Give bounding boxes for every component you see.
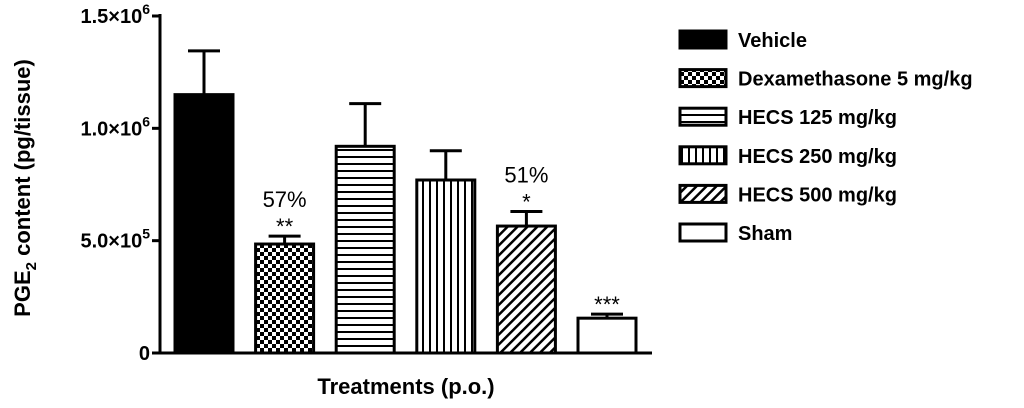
legend-swatch [678,145,728,166]
legend-swatch [678,68,728,89]
significance-marker: * [522,189,531,214]
bar-0 [173,93,235,355]
legend-label: HECS 125 mg/kg [738,107,897,129]
significance-marker: ** [276,214,294,239]
y-tick-label: 5.0×105 [80,226,150,253]
legend-label: HECS 500 mg/kg [738,184,897,206]
y-axis-title-subscript: 2 [23,262,40,270]
y-tick-label: 1.5×106 [80,1,150,28]
legend: Vehicle Dexamethasone 5 mg/kg HECS 125 mg/… [678,29,973,245]
legend-swatch [678,29,728,50]
y-tick-label: 1.0×106 [80,113,150,140]
bar-5 [576,316,638,355]
legend-label: Vehicle [738,30,807,52]
legend-label: Sham [738,223,792,245]
percent-label: 57% [263,187,307,212]
bar-3 [415,178,477,355]
bar-1 [254,242,316,355]
legend-label: Dexamethasone 5 mg/kg [738,69,973,91]
legend-label: HECS 250 mg/kg [738,146,897,168]
y-ticks: 0 5.0×105 1.0×106 1.5×106 [80,1,160,365]
bar-2 [334,144,396,355]
bars [173,49,638,355]
y-axis-title: PGE2 content (pg/tissue) [10,59,40,317]
legend-swatch [678,183,728,204]
annotations: **57% *51% *** [263,162,621,317]
legend-swatch [678,222,728,243]
bar-4 [495,224,557,355]
legend-swatch [678,106,728,127]
significance-marker: *** [594,292,620,317]
y-tick-label: 0 [139,343,150,365]
percent-label: 51% [504,162,548,187]
x-axis-title: Treatments (p.o.) [317,374,494,399]
